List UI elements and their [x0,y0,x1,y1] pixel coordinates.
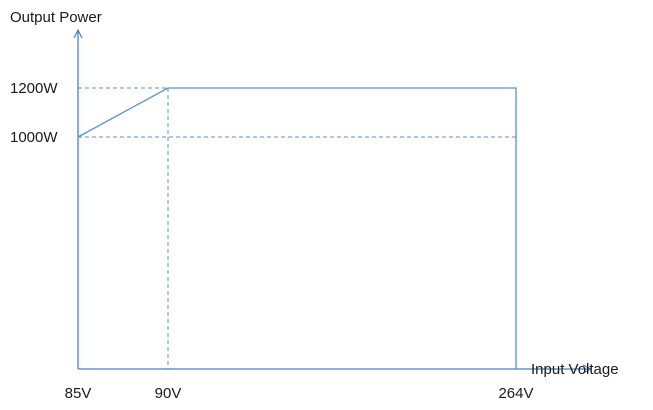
y-tick-label: 1000W [10,129,58,146]
y-tick-label: 1200W [10,80,58,97]
reference-lines [78,87,516,369]
power-curve [77,87,517,369]
series-line [77,87,517,369]
x-tick-label: 90V [155,385,182,402]
x-tick-label: 85V [65,385,92,402]
x-tick-label: 264V [498,385,533,402]
x-axis-label: Input Voltage [531,361,619,378]
y-axis-label: Output Power [10,9,102,26]
x-tick-labels: 85V 90V 264V [65,385,534,402]
y-tick-labels: 1000W 1200W [10,80,58,146]
